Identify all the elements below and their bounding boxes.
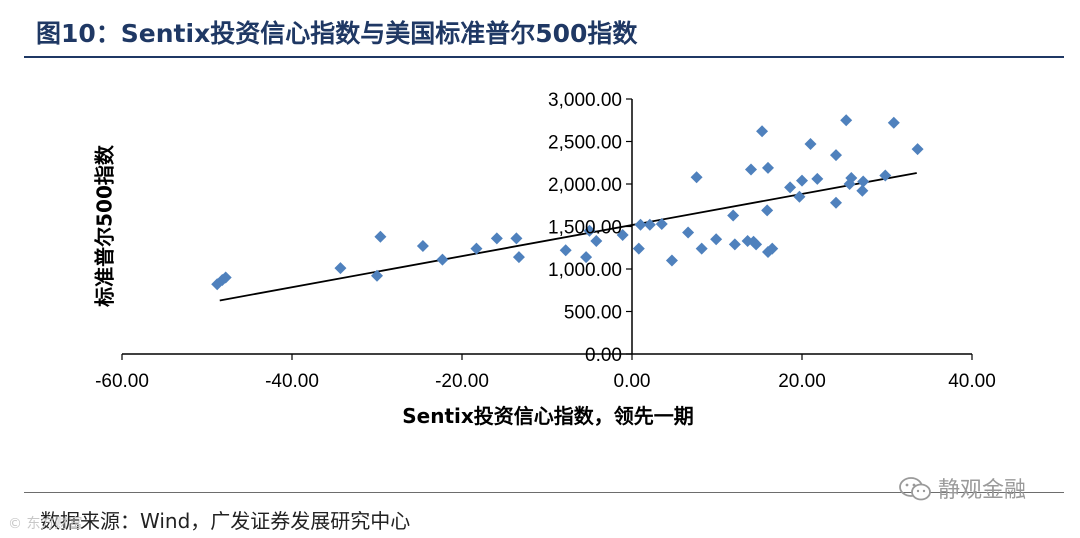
watermark-text: 静观金融 [938,478,1027,503]
x-tick-label: -40.00 [265,371,319,392]
data-point [766,242,779,255]
y-tick-label: 2,000.00 [548,175,622,196]
y-axis-label: 标准普尔500指数 [93,144,117,307]
data-point [470,242,483,255]
data-point [371,269,383,282]
data-point [436,253,449,266]
corner-watermark: © 东方财富 [8,516,83,532]
data-point [632,242,645,255]
footer-rule [24,492,1064,493]
data-point [830,196,842,209]
data-point [682,226,695,239]
x-tick-label: 0.00 [614,371,651,392]
x-tick-label: 20.00 [778,371,826,392]
data-point [845,172,858,185]
data-point [761,204,774,217]
data-point [745,163,757,176]
data-point [727,209,740,222]
data-point [690,171,703,184]
data-point [840,114,853,127]
data-point [374,230,387,243]
data-point [334,262,347,275]
data-point [911,143,924,156]
data-point [784,181,797,194]
data-source-note: 数据来源：Wind，广发证券发展研究中心 [40,509,411,533]
data-point [590,234,603,247]
y-tick-label: 3,000.00 [548,90,622,111]
data-point [804,138,817,151]
title-rule [24,56,1064,58]
data-point [634,218,647,231]
x-tick-label: 40.00 [948,371,996,392]
wechat-icon [899,477,931,501]
data-point [887,116,900,129]
data-point [643,218,656,231]
data-point [583,224,596,237]
data-point [756,125,769,138]
data-point [655,217,668,230]
y-tick-label: 1,500.00 [548,218,622,239]
y-tick-label: 2,500.00 [548,133,622,154]
data-point [512,251,525,264]
y-tick-label: 0.00 [585,345,622,366]
data-point [490,232,503,245]
figure-title: 图10：Sentix投资信心指数与美国标准普尔500指数 [36,19,638,48]
data-point [793,190,806,203]
data-point [580,251,593,264]
data-point [616,229,629,241]
data-point [665,254,678,267]
x-axis-label: Sentix投资信心指数，领先一期 [402,404,694,428]
y-tick-label: 500.00 [564,303,622,324]
y-tick-label: 1,000.00 [548,260,622,281]
data-point [750,238,763,251]
data-point [796,174,808,187]
data-point [728,238,741,251]
data-point [510,232,523,245]
data-point [416,240,429,253]
data-point [856,184,869,197]
x-tick-label: -60.00 [95,371,149,392]
data-point [695,242,708,255]
data-point [219,271,232,284]
data-point [857,175,870,188]
data-point [762,161,774,174]
x-tick-label: -20.00 [435,371,489,392]
data-point [830,149,842,162]
data-point [710,233,723,246]
data-point [811,172,824,185]
data-point [559,244,572,257]
data-point [879,169,892,182]
